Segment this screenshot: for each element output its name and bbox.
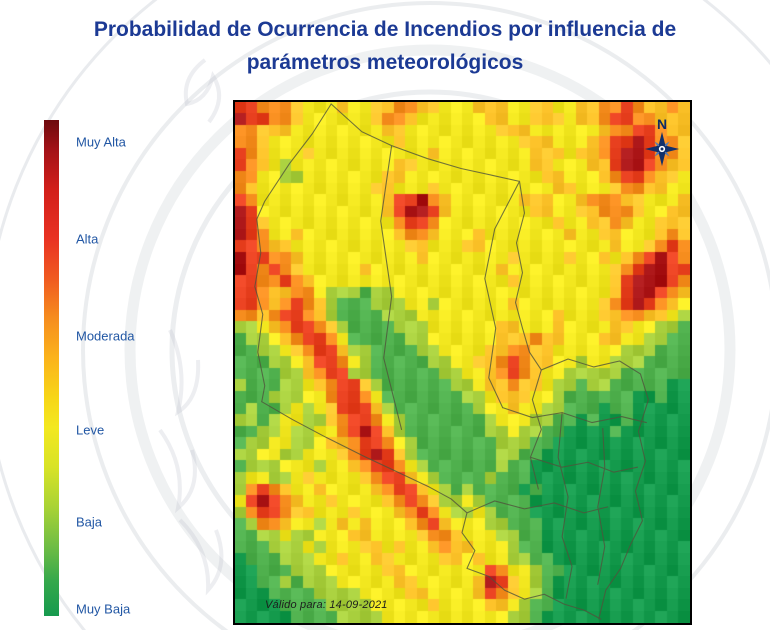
compass-star-icon: [644, 131, 680, 167]
legend-label-alta: Alta: [76, 231, 99, 247]
title-line-1: Probabilidad de Ocurrencia de Incendios …: [93, 18, 677, 41]
legend-label-baja: Baja: [76, 514, 103, 530]
legend-label-leve: Leve: [76, 422, 105, 438]
compass-rose: N: [639, 116, 685, 172]
legend-label-muy-alta: Muy Alta: [76, 134, 126, 150]
legend-label-muy-baja: Muy Baja: [76, 601, 131, 617]
fire-probability-legend: Muy Alta Alta Moderada Leve Baja Muy Baja: [44, 120, 214, 616]
raster-heatmap: [235, 102, 690, 623]
legend-labels: Muy Alta Alta Moderada Leve Baja Muy Baja: [44, 120, 214, 616]
legend-label-moderada: Moderada: [76, 328, 135, 344]
page-title: Probabilidad de Ocurrencia de Incendios …: [0, 14, 770, 79]
compass-north-label: N: [656, 116, 668, 132]
title-line-2: parámetros meteorológicos: [246, 50, 524, 74]
legend-gradient-bar: [44, 120, 59, 616]
valid-date-label: Válido para: 14-09-2021: [265, 599, 388, 611]
fire-probability-map: N Válido para: 14-09-2021: [233, 100, 692, 625]
